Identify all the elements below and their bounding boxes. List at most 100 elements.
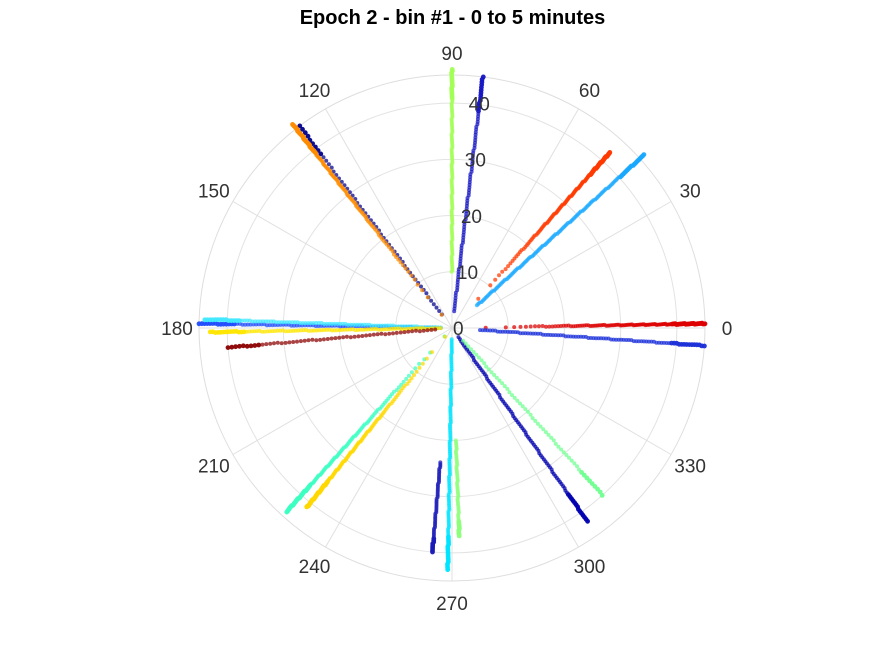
data-point <box>492 373 497 377</box>
data-point <box>480 74 486 80</box>
data-point <box>641 152 647 158</box>
data-point <box>409 273 414 278</box>
data-point <box>207 329 213 335</box>
data-point <box>287 340 292 345</box>
data-point <box>403 266 408 271</box>
data-point <box>275 340 280 345</box>
data-point <box>425 295 430 300</box>
data-point <box>476 355 481 360</box>
data-point <box>543 430 548 435</box>
data-point <box>310 337 315 342</box>
angle-tick-label: 270 <box>436 594 468 615</box>
radial-tick-label: 30 <box>465 151 486 172</box>
angle-tick-label: 240 <box>299 557 331 578</box>
data-point <box>528 412 533 417</box>
data-point <box>500 269 505 274</box>
angle-tick-label: 90 <box>441 44 462 65</box>
data-point <box>409 376 414 381</box>
data-point <box>518 324 523 329</box>
data-point <box>553 441 558 446</box>
angle-tick-label: 330 <box>674 457 706 478</box>
data-point <box>264 342 269 347</box>
data-point <box>607 150 613 155</box>
data-point <box>387 331 392 336</box>
series-2 <box>476 150 613 301</box>
data-point <box>398 330 403 335</box>
data-point <box>556 444 561 449</box>
data-point <box>297 123 303 129</box>
data-point <box>474 352 479 357</box>
data-point <box>482 361 487 366</box>
data-point <box>417 365 422 370</box>
data-point <box>515 398 520 403</box>
data-point <box>421 328 426 333</box>
data-point <box>367 333 372 338</box>
radial-tick-label: 0 <box>453 319 464 340</box>
data-point <box>497 378 502 383</box>
data-point <box>272 341 276 346</box>
data-point <box>569 458 574 463</box>
data-point <box>493 277 498 282</box>
data-point <box>538 424 543 429</box>
data-point <box>270 323 275 328</box>
data-point <box>251 322 256 327</box>
data-point <box>325 337 330 341</box>
data-point <box>240 343 246 349</box>
data-point <box>429 298 434 303</box>
data-point <box>488 283 493 288</box>
data-point <box>306 338 311 343</box>
data-point <box>547 324 552 329</box>
angular-grid-line <box>232 201 453 329</box>
data-point <box>360 334 365 338</box>
data-point <box>506 264 511 269</box>
data-point <box>528 324 533 329</box>
data-point <box>523 324 528 329</box>
data-point <box>364 333 369 338</box>
data-point <box>413 366 418 371</box>
data-point <box>559 447 564 452</box>
data-point <box>469 347 473 352</box>
data-point <box>399 382 404 387</box>
data-point <box>417 329 422 334</box>
data-point <box>564 453 569 457</box>
data-point <box>430 549 435 555</box>
data-point <box>237 343 242 349</box>
data-point <box>415 282 420 287</box>
angular-grid-line <box>451 327 672 455</box>
data-point <box>425 328 430 333</box>
data-point <box>518 401 522 406</box>
data-point <box>486 367 491 372</box>
data-point <box>533 418 538 423</box>
data-point <box>424 356 429 361</box>
data-point <box>321 155 326 160</box>
data-point <box>702 343 707 349</box>
series-17 <box>456 335 590 524</box>
data-point <box>319 323 324 328</box>
series-14 <box>445 337 454 573</box>
data-point <box>233 344 239 350</box>
data-point <box>549 435 554 440</box>
data-point <box>420 288 425 293</box>
series-7 <box>290 122 444 317</box>
data-point <box>561 450 566 455</box>
data-point <box>406 269 411 274</box>
data-point <box>500 381 505 386</box>
data-point <box>503 325 508 330</box>
series-12 <box>284 334 447 515</box>
data-point <box>702 321 708 327</box>
data-point <box>417 361 422 366</box>
data-point <box>252 343 258 348</box>
data-point <box>244 343 250 349</box>
data-points <box>196 67 708 573</box>
data-point <box>256 342 262 348</box>
axis-labels: 0 30 60 90 120 150 180 210 240 270 300 330 0 10 20 30 40 <box>161 44 732 615</box>
data-point <box>489 370 494 375</box>
data-point <box>290 122 295 127</box>
angular-grid-line <box>232 327 453 455</box>
data-point <box>398 260 403 265</box>
data-point <box>412 373 416 378</box>
data-point <box>430 350 434 355</box>
data-point <box>352 334 357 339</box>
data-point <box>344 334 349 339</box>
